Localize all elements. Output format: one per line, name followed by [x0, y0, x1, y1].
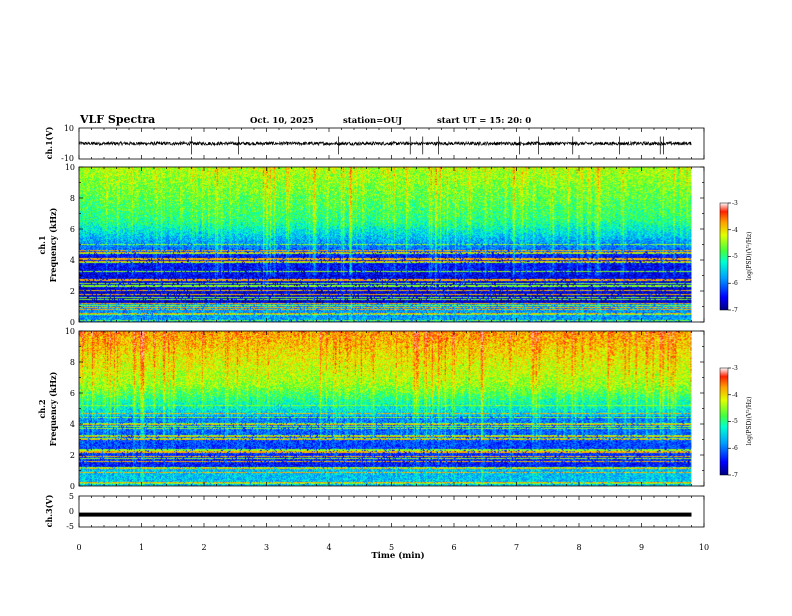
ch2-ytick-0: 0 — [70, 482, 75, 491]
xtick-6: 6 — [451, 543, 456, 552]
ch3-ytick-0: 0 — [69, 507, 74, 516]
ch1-waveform-ylabel: ch.1(V) — [44, 126, 54, 159]
ch2-cb-tick-5: -5 — [732, 418, 738, 425]
xtick-0: 0 — [76, 543, 81, 552]
ch2-ytick-6: 6 — [70, 389, 75, 398]
x-axis: 0 1 2 3 4 5 6 7 8 9 10 Time (min) — [76, 543, 709, 561]
ch1-ytick-0: 0 — [70, 318, 75, 327]
date-label: Oct. 10, 2025 — [250, 116, 314, 126]
xtick-10: 10 — [699, 543, 709, 552]
ch1-cb-tick-7: -7 — [732, 307, 738, 314]
ch1-colorbar-label: log(PSD)(V²/Hz) — [746, 232, 753, 281]
ch2-spectrogram-image — [79, 331, 692, 486]
figure-title: VLF Spectra — [79, 113, 155, 126]
ch2-cb-tick-7: -7 — [732, 472, 738, 479]
station-label: station=OUJ — [343, 116, 402, 126]
ch1-waveform-panel: 10 -10 ch.1(V) — [44, 124, 705, 163]
xtick-1: 1 — [139, 543, 144, 552]
ch2-frequency-label: Frequency (kHz) — [48, 371, 58, 446]
ch2-cb-tick-4: -4 — [732, 392, 738, 399]
ch2-ytick-2: 2 — [70, 451, 75, 460]
ch3-waveform-trace — [79, 512, 692, 517]
ch1-frequency-label: Frequency (kHz) — [48, 207, 58, 282]
xtick-2: 2 — [201, 543, 206, 552]
xtick-3: 3 — [264, 543, 269, 552]
ch1-ytick-bottom: -10 — [61, 154, 74, 163]
ch1-spectrogram-image — [79, 167, 692, 322]
ch2-channel-label: ch.2 — [37, 399, 47, 418]
ch2-cb-tick-6: -6 — [732, 445, 738, 452]
ch1-ytick-2: 2 — [70, 287, 75, 296]
ch1-ytick-top: 10 — [64, 124, 74, 133]
ch2-ytick-10: 10 — [65, 327, 75, 336]
ch1-spectrogram-panel: 0 2 4 6 8 10 ch.1 Frequency (kHz) -3 -4 … — [37, 163, 753, 327]
ch2-cb-tick-3: -3 — [732, 365, 738, 372]
start-ut-label: start UT = 15: 20: 0 — [437, 116, 531, 126]
ch2-ytick-4: 4 — [70, 420, 75, 429]
ch1-cb-tick-4: -4 — [732, 227, 738, 234]
axis-tick-marks — [78, 128, 731, 527]
ch1-ytick-4: 4 — [70, 256, 75, 265]
ch1-cb-tick-5: -5 — [732, 253, 738, 260]
ch2-colorbar — [719, 367, 729, 476]
ch1-ytick-6: 6 — [70, 225, 75, 234]
xtick-9: 9 — [639, 543, 644, 552]
ch2-ytick-8: 8 — [70, 358, 75, 367]
ch1-ytick-10: 10 — [65, 163, 75, 172]
ch2-spectrogram-panel: 0 2 4 6 8 10 ch.2 Frequency (kHz) -3 -4 … — [37, 327, 753, 491]
ch1-channel-label: ch.1 — [37, 235, 47, 254]
ch1-waveform-trace — [78, 136, 692, 155]
ch2-spectrogram-yticks: 0 2 4 6 8 10 — [65, 327, 75, 491]
ch1-spectrogram-yticks: 0 2 4 6 8 10 — [65, 163, 75, 327]
x-axis-label: Time (min) — [371, 550, 424, 561]
ch3-waveform-ylabel: ch.3(V) — [44, 494, 54, 527]
ch1-colorbar — [719, 202, 729, 311]
xtick-8: 8 — [576, 543, 581, 552]
xtick-4: 4 — [326, 543, 331, 552]
ch2-colorbar-label: log(PSD)(V²/Hz) — [746, 397, 753, 446]
ch1-ytick-8: 8 — [70, 194, 75, 203]
ch1-cb-tick-6: -6 — [732, 280, 738, 287]
ch3-ytick-5: 5 — [69, 492, 74, 501]
ch3-ytick-neg5: -5 — [66, 522, 74, 531]
ch1-cb-tick-3: -3 — [732, 200, 738, 207]
xtick-5: 5 — [389, 543, 394, 552]
ch3-waveform-frame — [78, 495, 705, 528]
ch3-waveform-panel: 5 0 -5 ch.3(V) — [44, 492, 705, 531]
xtick-7: 7 — [514, 543, 519, 552]
